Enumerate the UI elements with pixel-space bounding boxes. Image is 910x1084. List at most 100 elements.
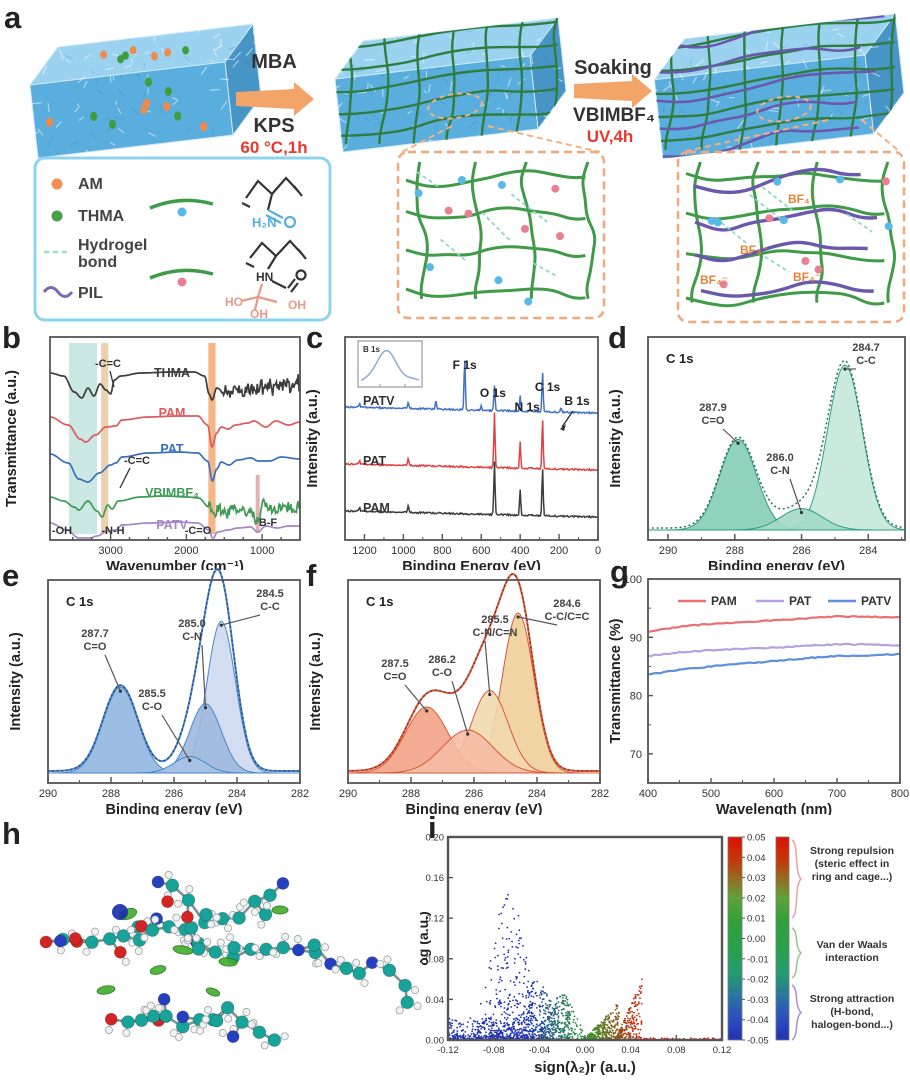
- figure-graphic: [542, 986, 545, 989]
- peak-annotation: -C=C: [95, 358, 121, 370]
- figure-graphic: [480, 1025, 483, 1028]
- figure-graphic: [415, 161, 429, 300]
- figure-graphic: [556, 1006, 559, 1009]
- figure-graphic: [405, 245, 586, 258]
- figure-graphic: [637, 1028, 639, 1031]
- tick-label: 3000: [98, 545, 122, 557]
- panel-label-e: e: [2, 558, 20, 593]
- tick-label: 0: [595, 545, 601, 557]
- figure-graphic: [531, 1027, 533, 1030]
- tick-label: 400: [511, 545, 529, 557]
- hydrogen-atom: [257, 920, 266, 929]
- carbon-atom: [165, 878, 180, 893]
- y-axis-label: Transmittance (%): [608, 618, 624, 743]
- zoom-network: [685, 161, 896, 308]
- figure-graphic: [474, 1028, 477, 1031]
- figure-graphic: [618, 1030, 621, 1033]
- figure-graphic: [632, 1035, 635, 1038]
- hydrogen-atom: [260, 1041, 269, 1050]
- figure-graphic: [540, 990, 543, 992]
- figure-graphic: [690, 1037, 692, 1039]
- figure-graphic: [559, 995, 562, 998]
- figure-graphic: [536, 1007, 538, 1009]
- monomer-dots: [45, 46, 208, 132]
- figure-graphic: [589, 1035, 592, 1038]
- hydrogen-atom: [247, 1020, 256, 1029]
- figure-graphic: [726, 146, 733, 148]
- figure-graphic: [633, 1002, 636, 1004]
- colorbar-tick-label: 0.05: [747, 833, 766, 844]
- figure-graphic: [576, 1018, 579, 1020]
- figure-graphic: [511, 946, 514, 948]
- peak-be-label: 287.7: [81, 628, 109, 640]
- region-annotation: Strong repulsion: [810, 845, 894, 857]
- tick-label: 284: [228, 788, 246, 800]
- nitrogen-atom: [176, 1010, 190, 1024]
- ftir-curve-THMA: [50, 371, 301, 402]
- figure-graphic: [494, 942, 497, 944]
- hydrogen-atom: [314, 959, 323, 968]
- figure-graphic: [609, 1031, 612, 1033]
- figure-graphic: [523, 1021, 526, 1024]
- figure-graphic: [554, 1005, 557, 1007]
- figure-graphic: [760, 20, 765, 25]
- pil-chain-icon: [42, 286, 74, 298]
- figure-graphic: [502, 1036, 505, 1039]
- figure-graphic: [554, 1003, 557, 1006]
- figure-graphic: [553, 1012, 556, 1014]
- figure-graphic: [638, 990, 641, 992]
- panel-label-a: a: [4, 0, 22, 35]
- tick-label: 90: [630, 632, 642, 644]
- figure-graphic: [628, 1034, 631, 1037]
- figure-graphic: [375, 68, 387, 72]
- figure-graphic: [501, 1031, 504, 1034]
- figure-graphic: [707, 216, 716, 225]
- figure-graphic: [633, 1005, 636, 1008]
- figure-graphic: [405, 169, 586, 189]
- figure-graphic: [164, 48, 172, 57]
- figure-graphic: [525, 1023, 528, 1026]
- figure-graphic: [629, 1024, 632, 1026]
- figure-graphic: [528, 1003, 531, 1006]
- figure-graphic: [481, 211, 511, 241]
- figure-graphic: [521, 1032, 524, 1034]
- transmittance-curve-PAT: [647, 642, 901, 658]
- figure-graphic: [548, 1011, 551, 1014]
- figure-graphic: [492, 1029, 494, 1032]
- figure-graphic: [355, 69, 365, 73]
- peak-be-label: 286.2: [428, 654, 456, 666]
- figure-graphic: [520, 1014, 523, 1016]
- figure-graphic: [503, 1001, 506, 1003]
- figure-graphic: [538, 1030, 540, 1033]
- peak-label: B 1s: [564, 394, 590, 408]
- figure-graphic: [495, 989, 498, 991]
- figure-graphic: [518, 1019, 521, 1022]
- figure-graphic: [147, 87, 150, 95]
- figure-graphic: [554, 1022, 556, 1025]
- region-brace: [791, 927, 803, 979]
- figure-graphic: [510, 1028, 512, 1031]
- figure-graphic: [500, 1022, 502, 1025]
- figure-graphic: [460, 1023, 462, 1026]
- tick-label: 0.04: [621, 1045, 640, 1056]
- hydrogen-atom: [82, 947, 91, 956]
- figure-graphic: [516, 976, 518, 978]
- am-site-dot: [177, 207, 187, 217]
- figure-graphic: [528, 994, 531, 996]
- figure-graphic: [142, 91, 147, 99]
- bf4-anion-label: BF₄⁻: [788, 192, 816, 206]
- figure-graphic: [552, 1008, 555, 1011]
- figure-graphic: [634, 994, 637, 996]
- annotation-arrow: [561, 410, 574, 428]
- figure-graphic: [629, 1007, 632, 1010]
- figure-graphic: [605, 1031, 608, 1034]
- figure-graphic: [526, 986, 528, 988]
- figure-graphic: [579, 1028, 582, 1031]
- figure-graphic: [78, 116, 85, 121]
- figure-graphic: [514, 1029, 517, 1032]
- annotation-dot: [188, 758, 192, 763]
- figure-graphic: [537, 1024, 539, 1027]
- figure-graphic: [528, 1030, 531, 1032]
- zoom-connector: [861, 119, 901, 153]
- figure-graphic: [449, 81, 453, 92]
